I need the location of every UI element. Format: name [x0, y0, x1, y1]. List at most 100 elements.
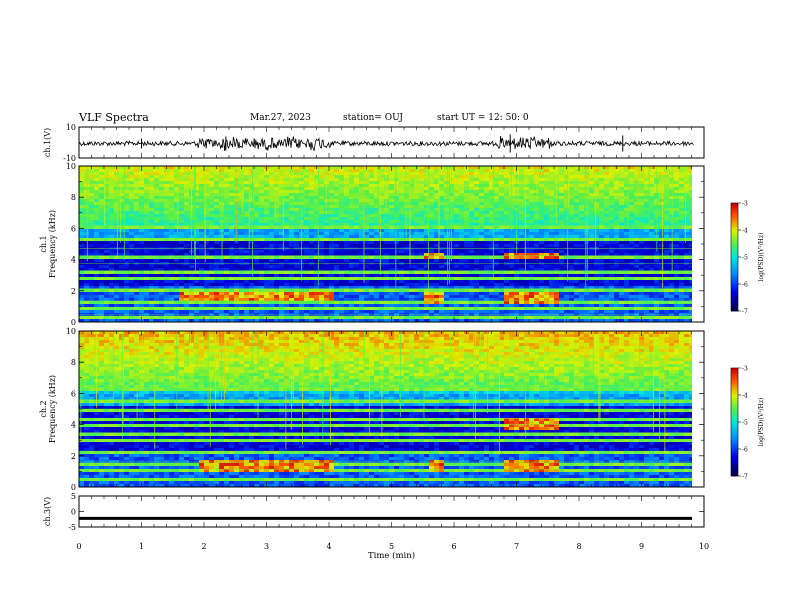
- colorbar-gradient-strip: [731, 470, 738, 472]
- colorbar-gradient-strip: [731, 222, 738, 224]
- colorbar-gradient-strip: [731, 262, 738, 264]
- colorbar-tick-label: -4: [742, 393, 748, 400]
- ch3-waveform-panel: 5 0 -5 ch.3(V): [43, 492, 705, 532]
- colorbar-gradient-strip: [731, 377, 738, 379]
- colorbar-gradient-strip: [731, 297, 738, 299]
- colorbar-gradient-strip: [731, 237, 738, 239]
- colorbar-gradient-strip: [731, 204, 738, 206]
- colorbar-gradient-strip: [731, 372, 738, 374]
- colorbar-tick-label: -6: [742, 282, 748, 289]
- colorbar-gradient-strip: [731, 375, 738, 377]
- colorbar-gradient-strip: [731, 404, 738, 406]
- colorbar-gradient-strip: [731, 219, 738, 221]
- colorbar-gradient-strip: [731, 290, 738, 292]
- colorbar-tick-label: -5: [742, 255, 748, 262]
- colorbar-gradient-strip: [731, 411, 738, 413]
- colorbar-gradient-strip: [731, 247, 738, 249]
- ch1-spectrogram-y-axis-label: ch.1: [39, 235, 48, 252]
- colorbar-gradient-strip: [731, 419, 738, 421]
- colorbar-gradient-strip: [731, 307, 738, 309]
- colorbar-gradient-strip: [731, 272, 738, 274]
- colorbar-gradient-strip: [731, 407, 738, 409]
- colorbar-gradient-strip: [731, 425, 738, 427]
- colorbar-gradient-strip: [731, 279, 738, 281]
- colorbar-gradient-strip: [731, 472, 738, 474]
- colorbar-gradient-strip: [731, 395, 738, 397]
- colorbar-gradient-strip: [731, 455, 738, 457]
- colorbar-gradient-strip: [731, 408, 738, 410]
- colorbar-gradient-strip: [731, 390, 738, 392]
- colorbar-gradient-strip: [731, 225, 738, 227]
- ch2-spectrogram-y-axis-label: Frequency (kHz): [48, 375, 57, 443]
- colorbar-gradient-strip: [731, 296, 738, 298]
- colorbar-gradient-strip: [731, 207, 738, 209]
- colorbar-gradient-strip: [731, 274, 738, 276]
- colorbar-gradient-strip: [731, 208, 738, 210]
- ch1-spectrogram-y-tick-label: 2: [71, 287, 76, 296]
- colorbar-gradient-strip: [731, 439, 738, 441]
- colorbar-gradient-strip: [731, 256, 738, 258]
- colorbar-gradient-strip: [731, 258, 738, 260]
- colorbar-gradient-strip: [731, 467, 738, 469]
- colorbar-tick-label: -5: [742, 420, 748, 427]
- colorbar-gradient-strip: [731, 389, 738, 391]
- colorbar-gradient-strip: [731, 432, 738, 434]
- colorbar-gradient-strip: [731, 252, 738, 254]
- colorbar-gradient-strip: [731, 217, 738, 219]
- colorbar-gradient-strip: [731, 392, 738, 394]
- x-tick-label: 3: [264, 542, 269, 551]
- colorbar-gradient-strip: [731, 414, 738, 416]
- ch3-y-tick-label: 0: [71, 508, 76, 517]
- x-tick-label: 4: [326, 542, 331, 551]
- ch2-spectrogram-y-tick-label: 10: [66, 327, 76, 336]
- colorbar-gradient-strip: [731, 239, 738, 241]
- colorbar-gradient-strip: [731, 243, 738, 245]
- colorbar-gradient-strip: [731, 257, 738, 259]
- ch2-spectrogram-y-tick-label: 8: [71, 358, 76, 367]
- ch1-waveform-trace: [78, 136, 694, 151]
- colorbar-gradient-strip: [731, 246, 738, 248]
- colorbar-gradient-strip: [731, 238, 738, 240]
- colorbar-gradient-strip: [731, 453, 738, 455]
- colorbar-gradient-strip: [731, 206, 738, 208]
- colorbar-gradient-strip: [731, 409, 738, 411]
- ch1-spectrogram-psd-cells: [79, 166, 705, 323]
- colorbar-label: log(PSD)(V²/Hz): [758, 398, 765, 447]
- ch1-y-axis-label: ch.1(V): [43, 128, 52, 157]
- colorbar-tick-label: -7: [742, 474, 748, 481]
- colorbar-gradient-strip: [731, 445, 738, 447]
- colorbar-gradient-strip: [731, 448, 738, 450]
- time-axis: 0 1 2 3 4 5 6 7 8 9 10 Time (min): [76, 542, 709, 561]
- colorbar-gradient-strip: [731, 383, 738, 385]
- colorbar-gradient-strip: [731, 441, 738, 443]
- colorbar-gradient-strip: [731, 276, 738, 278]
- colorbar-gradient-strip: [731, 303, 738, 305]
- colorbar-gradient-strip: [731, 241, 738, 243]
- colorbar-gradient-strip: [731, 370, 738, 372]
- colorbar-gradient-strip: [731, 394, 738, 396]
- ch1-y-tick-label: -10: [63, 154, 76, 163]
- colorbar-tick-label: -6: [742, 447, 748, 454]
- colorbar-gradient-strip: [731, 310, 738, 312]
- colorbar-gradient-strip: [731, 280, 738, 282]
- colorbar-gradient-strip: [731, 293, 738, 295]
- colorbar-gradient-strip: [731, 271, 738, 273]
- colorbar-gradient-strip: [731, 240, 738, 242]
- colorbar-gradient-strip: [731, 431, 738, 433]
- colorbar-gradient-strip: [731, 464, 738, 466]
- colorbar-gradient-strip: [731, 214, 738, 216]
- colorbar-gradient-strip: [731, 463, 738, 465]
- colorbar-gradient-strip: [731, 465, 738, 467]
- colorbar-gradient-strip: [731, 410, 738, 412]
- ch2-spectrogram-y-tick-label: 6: [71, 389, 76, 398]
- colorbar-gradient-strip: [731, 447, 738, 449]
- colorbar-gradient-strip: [731, 269, 738, 271]
- colorbar-gradient-strip: [731, 232, 738, 234]
- colorbar-gradient-strip: [731, 251, 738, 253]
- colorbar-gradient-strip: [731, 292, 738, 294]
- colorbar-gradient-strip: [731, 385, 738, 387]
- colorbar-gradient-strip: [731, 369, 738, 371]
- colorbar-gradient-strip: [731, 304, 738, 306]
- colorbar-gradient-strip: [731, 308, 738, 310]
